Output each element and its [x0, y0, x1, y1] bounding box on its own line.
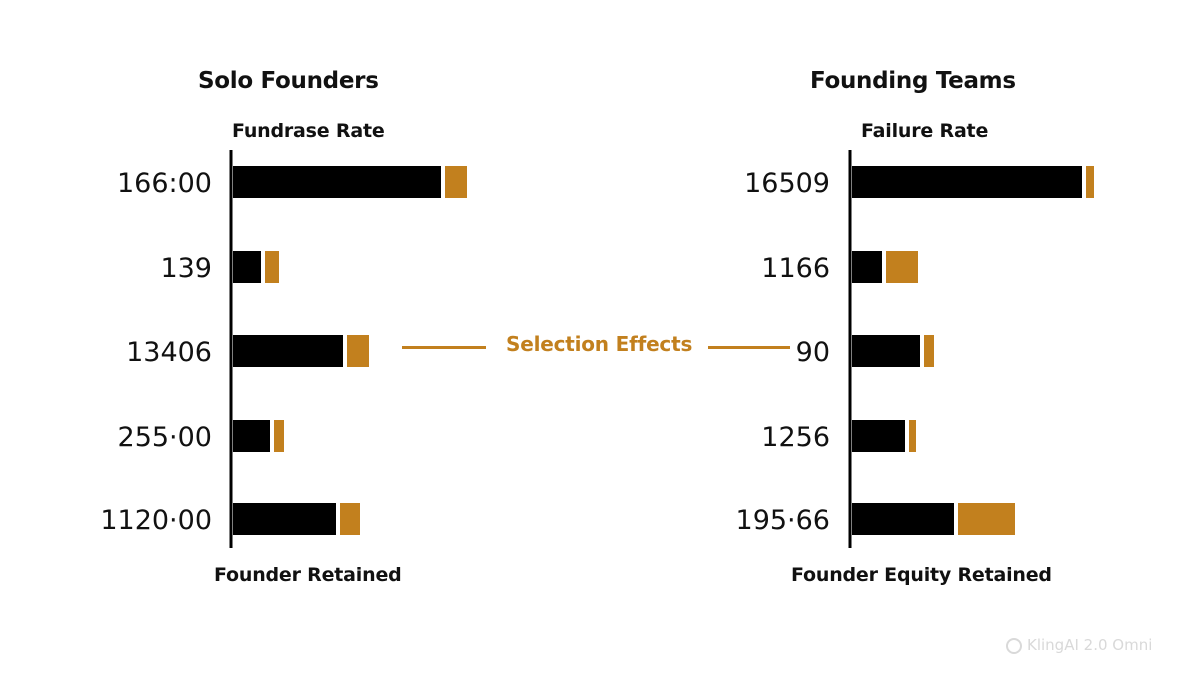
- bar-segment-primary: [852, 503, 954, 535]
- watermark-text: KlingAI 2.0 Omni: [1027, 636, 1153, 654]
- bar-segment-primary: [233, 251, 261, 283]
- tick-label-group: 166:00 139 13406 255·00 1120·00: [100, 168, 212, 536]
- bar-segment-primary: [233, 335, 343, 367]
- panel-title: Solo Founders: [198, 68, 379, 94]
- bar-segment-primary: [852, 166, 1082, 198]
- panel-title: Founding Teams: [810, 68, 1016, 94]
- bar-segment-primary: [233, 503, 336, 535]
- tick-label-group: 16509 1166 90 1256 195·66: [736, 168, 830, 536]
- annotation-line-right: [708, 346, 790, 349]
- kling-logo-icon: [1006, 637, 1022, 654]
- metric-label: Fundrase Rate: [232, 120, 385, 142]
- bar-segment-accent: [924, 335, 934, 367]
- solo-founders-panel: Solo Founders Fundrase Rate 166:00 139 134…: [100, 68, 467, 586]
- bar-segment-primary: [233, 420, 270, 452]
- category-tick-label: 90: [796, 337, 830, 368]
- category-tick-label: 1120·00: [100, 505, 212, 536]
- bar-segment-primary: [852, 335, 920, 367]
- bar-segment-primary: [233, 166, 441, 198]
- category-tick-label: 166:00: [117, 168, 212, 199]
- bar-group: [852, 166, 1094, 535]
- x-axis-label: Founder Retained: [214, 564, 402, 586]
- annotation-text: Selection Effects: [506, 332, 693, 356]
- bar-segment-accent: [445, 166, 467, 198]
- category-tick-label: 1256: [761, 422, 830, 453]
- founding-teams-panel: Founding Teams Failure Rate 16509 1166 90 1…: [620, 0, 1200, 675]
- annotation-line-left: [402, 346, 486, 349]
- bar-segment-accent: [1086, 166, 1094, 198]
- bar-segment-accent: [274, 420, 284, 452]
- category-tick-label: 1166: [761, 253, 830, 284]
- metric-label: Failure Rate: [861, 120, 989, 142]
- category-tick-label: 195·66: [736, 505, 830, 536]
- founding-teams-chart: 16509 1166 90 1256 195·66: [736, 150, 1094, 548]
- bar-segment-accent: [347, 335, 369, 367]
- watermark: KlingAI 2.0 Omni: [1006, 636, 1152, 654]
- bar-segment-accent: [886, 251, 918, 283]
- bar-segment-accent: [958, 503, 1015, 535]
- bar-segment-primary: [852, 251, 882, 283]
- bar-group: [233, 166, 467, 535]
- bar-segment-accent: [909, 420, 916, 452]
- bar-segment-accent: [265, 251, 279, 283]
- selection-effects-annotation: Selection Effects: [400, 332, 795, 362]
- category-tick-label: 16509: [744, 168, 830, 199]
- x-axis-label: Founder Equity Retained: [791, 564, 1052, 586]
- category-tick-label: 255·00: [118, 422, 212, 453]
- bar-segment-accent: [340, 503, 360, 535]
- solo-founders-chart: 166:00 139 13406 255·00 1120·00: [100, 150, 467, 548]
- bar-segment-primary: [852, 420, 905, 452]
- category-tick-label: 13406: [126, 337, 212, 368]
- category-tick-label: 139: [160, 253, 212, 284]
